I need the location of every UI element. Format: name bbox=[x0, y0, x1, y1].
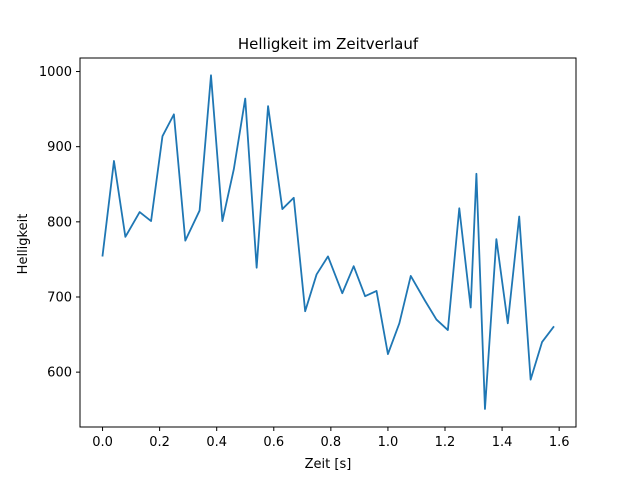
chart-title: Helligkeit im Zeitverlauf bbox=[238, 35, 419, 53]
y-axis-label: Helligkeit bbox=[16, 214, 31, 275]
x-tick-label: 1.2 bbox=[435, 435, 456, 450]
y-tick-label: 800 bbox=[47, 215, 72, 230]
y-tick-label: 600 bbox=[47, 366, 72, 381]
x-tick-label: 0.4 bbox=[206, 435, 227, 450]
x-tick-label: 0.8 bbox=[321, 435, 342, 450]
x-axis-ticks: 0.0 0.2 0.4 0.6 0.8 1.0 1.2 1.4 1.6 bbox=[92, 427, 570, 450]
y-tick-label: 900 bbox=[47, 140, 72, 155]
y-tick-label: 1000 bbox=[39, 65, 72, 80]
axes-frame bbox=[79, 57, 577, 428]
y-axis-ticks: 600 700 800 900 1000 bbox=[39, 65, 80, 381]
x-tick-label: 1.4 bbox=[492, 435, 513, 450]
series-line-0 bbox=[101, 74, 555, 410]
x-tick-label: 1.0 bbox=[378, 435, 399, 450]
x-tick-label: 0.2 bbox=[149, 435, 170, 450]
x-tick-label: 0.6 bbox=[263, 435, 284, 450]
y-tick-label: 700 bbox=[47, 290, 72, 305]
plot-area bbox=[79, 57, 577, 428]
x-tick-label: 0.0 bbox=[92, 435, 113, 450]
x-axis-label: Zeit [s] bbox=[305, 457, 352, 472]
x-tick-label: 1.6 bbox=[549, 435, 570, 450]
